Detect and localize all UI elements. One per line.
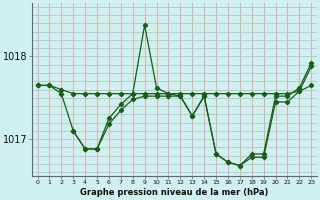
X-axis label: Graphe pression niveau de la mer (hPa): Graphe pression niveau de la mer (hPa) xyxy=(80,188,268,197)
